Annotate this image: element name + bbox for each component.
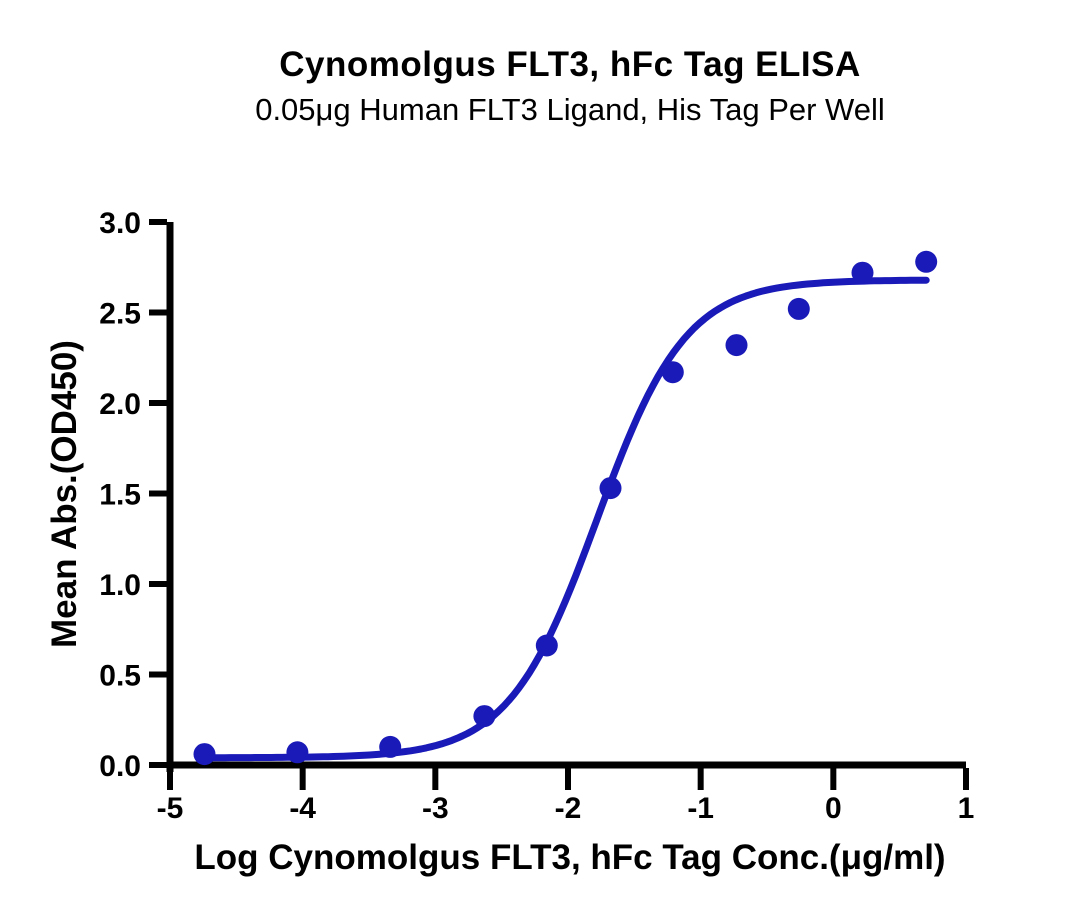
x-tick-label: -4 <box>289 792 316 825</box>
y-tick-label: 0.5 <box>99 660 141 693</box>
fit-curve <box>201 276 930 762</box>
curve-layer <box>201 276 930 762</box>
x-tick-label: 1 <box>958 792 975 825</box>
axis-ticks <box>149 219 969 790</box>
x-tick-label: 0 <box>825 792 842 825</box>
data-point <box>535 634 558 657</box>
y-tick-label: 2.0 <box>99 388 141 421</box>
axes <box>166 222 966 772</box>
x-tick-label: -5 <box>157 792 184 825</box>
data-point <box>286 741 309 764</box>
x-tick-label: -2 <box>555 792 582 825</box>
data-point <box>787 297 810 320</box>
x-tick-label: -1 <box>687 792 714 825</box>
data-point <box>379 735 402 758</box>
x-axis-title: Log Cynomolgus FLT3, hFc Tag Conc.(μg/ml… <box>194 838 946 877</box>
data-point <box>661 361 684 384</box>
data-point <box>915 250 938 273</box>
y-tick-label: 2.5 <box>99 298 141 331</box>
y-tick-label: 0.0 <box>99 750 141 783</box>
chart-title: Cynomolgus FLT3, hFc Tag ELISA <box>279 45 861 84</box>
data-point <box>725 334 748 357</box>
chart-subtitle: 0.05μg Human FLT3 Ligand, His Tag Per We… <box>255 92 885 127</box>
data-point <box>851 261 874 284</box>
y-tick-label: 3.0 <box>99 207 141 240</box>
x-tick-label: -3 <box>422 792 449 825</box>
data-point <box>473 705 496 728</box>
data-point <box>193 743 216 766</box>
y-tick-label: 1.0 <box>99 569 141 602</box>
point-layer <box>193 250 938 766</box>
data-point <box>599 477 622 500</box>
tick-labels: -5 -4 -3 -2 -1 0 1 0.0 0.5 1.0 1.5 2.0 2.5 3.0 <box>99 207 974 825</box>
y-tick-label: 1.5 <box>99 479 141 512</box>
